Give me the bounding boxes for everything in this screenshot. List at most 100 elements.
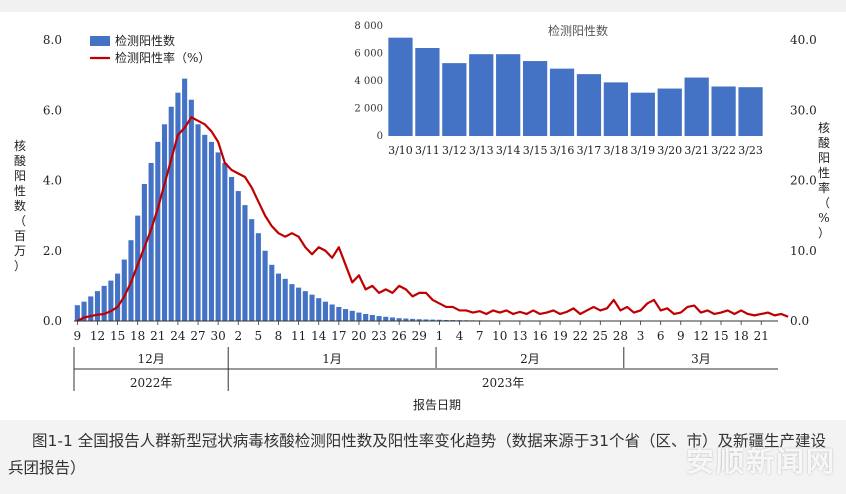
month-label: 2月 bbox=[520, 352, 540, 366]
inset-bar bbox=[576, 74, 602, 137]
x-day-label: 21 bbox=[150, 329, 165, 343]
watermark-logo: 安顺新闻网 bbox=[685, 445, 836, 478]
y-right-axis-label-char: （ bbox=[818, 196, 830, 210]
inset-bar bbox=[630, 92, 655, 136]
inset-x-label: 3/21 bbox=[684, 144, 709, 157]
figure-caption: 图1-1 全国报告人群新型冠状病毒核酸检测阳性数及阳性率变化趋势（数据来源于31… bbox=[0, 420, 846, 494]
x-day-label: 28 bbox=[613, 329, 628, 343]
y-right-axis-label-char: 核 bbox=[818, 121, 830, 135]
x-day-label: 5 bbox=[255, 329, 263, 343]
y-right-axis-label-char: % bbox=[818, 211, 829, 225]
x-day-label: 12 bbox=[90, 329, 105, 343]
y-left-axis-label-char: 数 bbox=[14, 198, 26, 213]
inset-x-label: 3/17 bbox=[577, 144, 602, 157]
x-day-label: 12 bbox=[693, 329, 708, 343]
y-right-axis-label-char: ） bbox=[818, 226, 830, 240]
y-left-axis-label-char: 阳 bbox=[14, 169, 26, 183]
inset-bar bbox=[711, 86, 736, 136]
positive-count-bar bbox=[242, 205, 248, 321]
x-day-label: 29 bbox=[412, 329, 427, 343]
y-left-axis-label-char: 核 bbox=[14, 139, 26, 153]
x-day-label: 23 bbox=[371, 329, 386, 343]
inset-bar bbox=[549, 68, 575, 137]
positive-count-bar bbox=[416, 319, 422, 321]
inset-x-label: 3/11 bbox=[415, 144, 440, 157]
inset-x-label: 3/16 bbox=[550, 144, 575, 157]
positive-count-bar bbox=[363, 313, 369, 321]
inset-y-tick-label: 2 000 bbox=[354, 104, 383, 115]
y-left-axis-label-char: 酸 bbox=[14, 153, 26, 168]
x-day-label: 25 bbox=[593, 329, 608, 343]
x-day-label: 9 bbox=[677, 329, 685, 343]
month-label: 1月 bbox=[322, 352, 342, 366]
x-day-label: 13 bbox=[512, 329, 527, 343]
y-right-tick-label: 30.0 bbox=[790, 103, 817, 117]
y-left-axis-label-char: 百 bbox=[14, 229, 26, 243]
positive-count-bar bbox=[396, 318, 402, 321]
inset-y-tick-label: 4 000 bbox=[354, 76, 383, 87]
positive-count-bar bbox=[423, 319, 429, 321]
x-day-label: 17 bbox=[331, 329, 346, 343]
inset-x-label: 3/13 bbox=[469, 144, 494, 157]
legend-bar-label: 检测阳性数 bbox=[115, 33, 175, 48]
y-left-axis-label-char: 万 bbox=[14, 244, 26, 258]
positive-count-bar bbox=[222, 162, 228, 321]
positive-count-bar bbox=[255, 233, 261, 321]
inset-bar bbox=[684, 77, 709, 136]
y-right-axis-label-char: 阳 bbox=[818, 151, 830, 165]
x-day-label: 4 bbox=[456, 329, 464, 343]
positive-count-bar bbox=[74, 305, 80, 321]
positive-count-bar bbox=[282, 278, 288, 321]
x-day-label: 20 bbox=[351, 329, 366, 343]
y-left-tick-label: 0.0 bbox=[43, 314, 62, 328]
inset-bar bbox=[522, 61, 548, 137]
x-axis-title: 报告日期 bbox=[413, 397, 461, 412]
positive-count-bar bbox=[141, 184, 147, 321]
positive-count-bar bbox=[155, 141, 161, 321]
year-label: 2022年 bbox=[130, 376, 173, 390]
year-label: 2023年 bbox=[482, 376, 525, 390]
positive-count-bar bbox=[202, 134, 208, 321]
x-day-label: 18 bbox=[130, 329, 145, 343]
positive-count-bar bbox=[383, 316, 389, 321]
positive-count-bar bbox=[329, 304, 335, 321]
legend: 检测阳性数 检测阳性率（%） bbox=[90, 33, 210, 65]
y-left-tick-label: 8.0 bbox=[43, 33, 62, 47]
y-right-axis-label-char: 酸 bbox=[818, 135, 830, 150]
x-day-label: 18 bbox=[733, 329, 748, 343]
positive-count-bar bbox=[135, 215, 141, 322]
x-day-label: 9 bbox=[74, 329, 82, 343]
x-day-label: 21 bbox=[754, 329, 769, 343]
positive-count-bar bbox=[108, 280, 114, 321]
inset-y-tick-label: 6 000 bbox=[354, 49, 383, 60]
positive-count-bar bbox=[309, 294, 315, 321]
positive-count-bar bbox=[215, 152, 221, 321]
positive-count-bar bbox=[188, 99, 194, 322]
y-left-tick-label: 2.0 bbox=[43, 244, 62, 258]
positive-count-bar bbox=[336, 306, 342, 321]
main-chart: 检测阳性数 检测阳性率（%） 0.0 2.0 4.0 6.0 8.0 0.0 10.0 20.… bbox=[14, 12, 830, 412]
y-right-tick-label: 40.0 bbox=[790, 33, 817, 47]
inset-x-label: 3/22 bbox=[711, 144, 736, 157]
x-day-label: 8 bbox=[275, 329, 283, 343]
positive-count-bar bbox=[436, 319, 442, 321]
positive-count-bar bbox=[389, 317, 396, 321]
inset-y-tick-label: 8 000 bbox=[354, 21, 383, 32]
positive-count-bar bbox=[148, 162, 154, 321]
y-right-tick-label: 10.0 bbox=[790, 244, 817, 258]
positive-count-bar bbox=[403, 318, 409, 321]
positive-count-bar bbox=[349, 310, 355, 321]
inset-bar bbox=[388, 37, 413, 136]
positive-count-bar bbox=[88, 296, 94, 321]
inset-bar bbox=[469, 54, 494, 136]
positive-count-bar bbox=[175, 92, 181, 321]
x-day-label: 19 bbox=[552, 329, 567, 343]
legend-line-label: 检测阳性率（%） bbox=[115, 50, 210, 65]
x-day-label: 26 bbox=[392, 329, 407, 343]
inset-bar bbox=[603, 82, 629, 137]
positive-count-bar bbox=[275, 273, 282, 321]
positive-count-bar bbox=[376, 316, 382, 321]
inset-bar bbox=[496, 54, 521, 136]
top-strip bbox=[0, 0, 846, 12]
positive-count-bar bbox=[343, 309, 349, 321]
